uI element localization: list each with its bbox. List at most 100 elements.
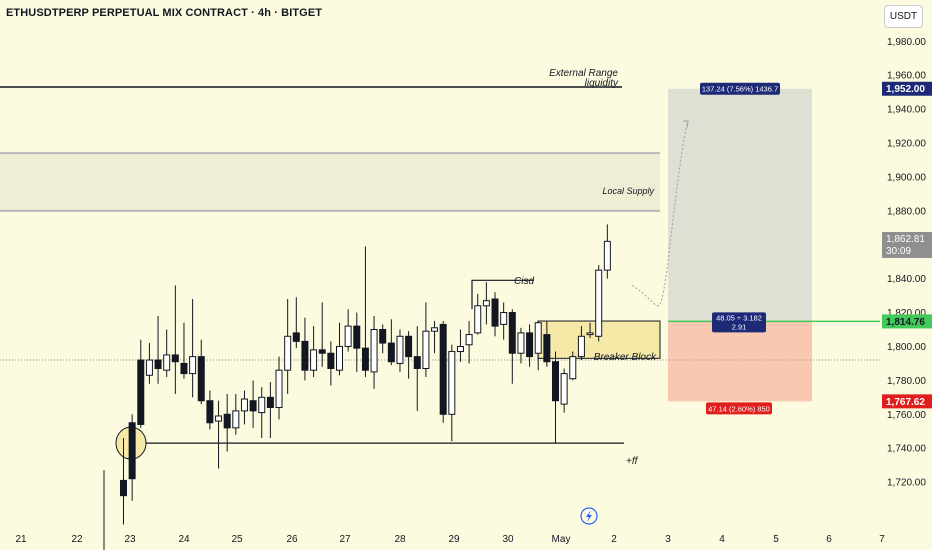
target-price-text: 1,952.00 xyxy=(886,84,925,95)
risk-reward-ratio: 2.91 xyxy=(732,322,747,331)
chart-title: ETHUSDTPERP PERPETUAL MIX CONTRACT · 4h … xyxy=(6,7,323,19)
candle-body xyxy=(284,335,292,371)
candle-body xyxy=(180,362,188,375)
price-tick-label: 1,820.00 xyxy=(887,308,926,319)
candle xyxy=(526,324,534,367)
lightning-icon xyxy=(586,510,592,522)
candle-body xyxy=(258,396,266,414)
price-tick-label: 1,780.00 xyxy=(887,376,926,387)
candle xyxy=(240,390,248,425)
time-tick-label: 6 xyxy=(826,534,832,545)
candle xyxy=(232,393,240,435)
time-tick-label: 7 xyxy=(879,534,885,545)
candle-body xyxy=(543,334,551,363)
candle xyxy=(310,326,318,377)
time-axis[interactable]: 21 22 23 24 25 26 27 28 29 30 May 2 3 4 5 6 7 xyxy=(15,534,885,545)
external-range-label: External Range xyxy=(549,68,618,79)
time-tick-label: 2 xyxy=(611,534,617,545)
candle xyxy=(405,331,413,379)
time-tick-label: 28 xyxy=(394,534,406,545)
candle-body xyxy=(353,325,361,349)
stop-zone xyxy=(668,321,812,402)
candle-body xyxy=(344,325,352,347)
candle xyxy=(275,356,283,420)
candle xyxy=(431,321,439,354)
price-tick-label: 1,980.00 xyxy=(887,37,926,48)
candle xyxy=(370,315,378,389)
candle-body xyxy=(552,361,559,402)
candle xyxy=(534,321,542,371)
price-tick-label: 1,760.00 xyxy=(887,410,926,421)
stop-price-tag: 1,767.62 xyxy=(882,394,932,409)
candle-body xyxy=(379,329,387,344)
time-tick-label: 25 xyxy=(231,534,243,545)
candle xyxy=(284,298,292,394)
candle-body xyxy=(396,335,404,364)
candle-body xyxy=(508,312,516,354)
candle-body xyxy=(431,327,439,332)
stop-label: 47.14 (2.60%) 850 xyxy=(706,402,772,415)
candle xyxy=(197,339,205,405)
candle-body xyxy=(595,269,603,337)
candle xyxy=(595,265,603,342)
candle xyxy=(145,343,153,384)
candle xyxy=(292,297,300,349)
candle-body xyxy=(154,359,162,370)
time-tick-label: May xyxy=(552,534,571,545)
candles-layer xyxy=(103,224,611,550)
candle xyxy=(128,414,136,501)
candle-body xyxy=(275,369,283,408)
candle xyxy=(180,322,188,379)
lightning-button[interactable] xyxy=(580,507,598,525)
price-tick-label: 1,960.00 xyxy=(887,71,926,82)
candle xyxy=(189,298,197,398)
price-tick-label: 1,900.00 xyxy=(887,172,926,183)
candle-body xyxy=(456,345,464,353)
time-tick-label: 23 xyxy=(124,534,136,545)
candle xyxy=(387,319,395,366)
candle xyxy=(258,387,266,439)
candle-body xyxy=(465,334,473,346)
candle xyxy=(301,317,309,381)
candle-body xyxy=(327,352,335,370)
candle xyxy=(318,302,326,367)
candle xyxy=(552,351,559,444)
local-supply-zone xyxy=(0,153,660,211)
candle xyxy=(439,321,447,423)
candle-body xyxy=(336,345,343,371)
time-tick-label: 26 xyxy=(286,534,298,545)
currency-selector[interactable]: USDT xyxy=(884,5,923,28)
last-price-text: 1,862.81 xyxy=(886,234,925,245)
candle-body xyxy=(128,422,136,480)
last-price-tag: 1,862.81 30:09 xyxy=(882,231,932,258)
time-tick-label: 24 xyxy=(178,534,190,545)
candle-body xyxy=(163,354,171,371)
candle-body xyxy=(526,332,534,358)
candle-body xyxy=(361,347,369,371)
candle xyxy=(120,438,127,525)
candle-body xyxy=(171,354,179,363)
candle xyxy=(223,393,231,452)
candle-body xyxy=(215,415,223,422)
candle-body xyxy=(569,356,577,380)
candle xyxy=(327,341,335,386)
price-tick-label: 1,840.00 xyxy=(887,274,926,285)
candle xyxy=(569,351,577,381)
stop-price-text: 1,767.62 xyxy=(886,397,925,408)
time-tick-label: 21 xyxy=(15,534,27,545)
candle xyxy=(344,309,352,352)
time-tick-label: 3 xyxy=(665,534,671,545)
price-tick-label: 1,880.00 xyxy=(887,206,926,217)
projection-arrowhead xyxy=(683,120,689,128)
candle xyxy=(517,327,525,364)
candle xyxy=(379,324,387,354)
target-label: 137.24 (7.56%) 1436.7 xyxy=(700,82,780,95)
entry-price-tag: 1,814.76 xyxy=(882,314,932,329)
candle xyxy=(413,326,421,411)
candle-body xyxy=(482,300,490,307)
projection-path xyxy=(631,120,689,307)
time-tick-label: 30 xyxy=(502,534,514,545)
cisd-label: Cisd xyxy=(514,276,534,287)
candle-body xyxy=(603,240,611,271)
